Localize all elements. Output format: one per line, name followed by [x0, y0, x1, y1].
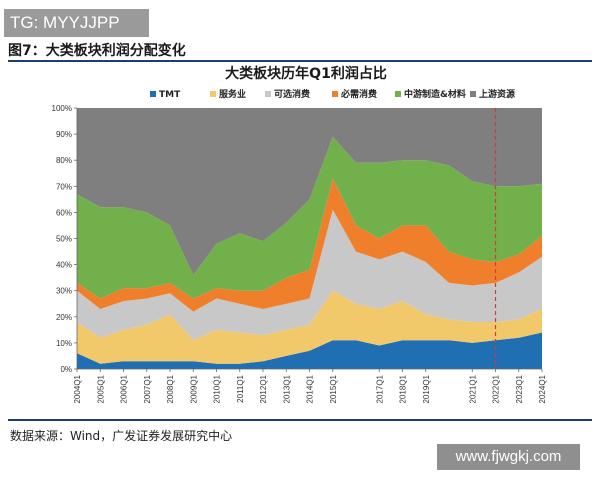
- legend-swatch-5: [470, 91, 476, 97]
- x-tick-label: 2009Q1: [189, 374, 198, 403]
- x-axis: 2004Q1 2005Q1 2006Q1 2007Q1 2008Q1 2009Q1 2010…: [73, 368, 547, 403]
- plot-area: [77, 108, 542, 369]
- area-series-5: [77, 108, 542, 275]
- source-note: 数据来源：Wind，广发证券发展研究中心: [10, 429, 233, 443]
- y-tick-label: 0%: [60, 365, 72, 374]
- x-tick-label: 2018Q1: [399, 374, 408, 403]
- x-tick-label: 2011Q1: [236, 374, 245, 402]
- legend-label-1: 服务业: [219, 88, 246, 100]
- legend-label-2: 可选消费: [274, 88, 310, 100]
- x-tick-label: 2006Q1: [120, 374, 129, 403]
- legend-swatch-2: [265, 91, 271, 97]
- stacked-area-chart: 大类板块历年Q1利润占比 TMT 服务业 可选消费 必需消费 中游制造&材料 上游资源 0…: [52, 65, 547, 403]
- legend-swatch-4: [395, 91, 401, 97]
- x-tick-label: 2010Q1: [213, 374, 222, 403]
- y-tick-label: 70%: [56, 182, 72, 191]
- legend-label-3: 必需消费: [340, 88, 377, 100]
- chart-legend: TMT 服务业 可选消费 必需消费 中游制造&材料 上游资源: [150, 88, 515, 100]
- x-tick-label: 2008Q1: [166, 374, 175, 403]
- y-tick-label: 40%: [56, 261, 72, 270]
- x-tick-label: 2013Q1: [282, 374, 291, 403]
- x-tick-label: 2004Q1: [73, 374, 82, 403]
- figure-title: 图7：大类板块利润分配变化: [8, 43, 186, 59]
- y-tick-label: 90%: [56, 130, 72, 139]
- watermark-top: TG: MYYJJPP: [4, 9, 149, 37]
- x-tick-label: 2007Q1: [143, 374, 152, 403]
- y-tick-label: 10%: [56, 339, 72, 348]
- x-tick-label: 2012Q1: [259, 374, 268, 403]
- y-tick-label: 100%: [52, 104, 72, 113]
- area-series-2: [77, 209, 542, 341]
- x-tick-label: 2022Q1: [492, 374, 501, 403]
- x-tick-label: 2021Q1: [468, 374, 477, 403]
- x-tick-label: 2024Q1: [538, 374, 547, 403]
- y-tick-label: 60%: [56, 208, 72, 217]
- y-axis: 0% 10% 20% 30% 40% 50% 60% 70% 80% 90% 100%: [52, 104, 78, 374]
- legend-label-0: TMT: [159, 90, 181, 100]
- watermark-bottom: www.fjwgkj.com: [437, 444, 580, 470]
- chart-title: 大类板块历年Q1利润占比: [225, 65, 387, 82]
- x-tick-label: 2005Q1: [96, 374, 105, 403]
- x-tick-label: 2014Q1: [306, 374, 315, 403]
- area-series-3: [77, 178, 542, 312]
- legend-swatch-3: [332, 91, 338, 97]
- x-tick-label: 2017Q1: [375, 374, 384, 403]
- legend-label-4: 中游制造&材料: [404, 88, 466, 100]
- legend-label-5: 上游资源: [479, 88, 515, 100]
- y-tick-label: 50%: [56, 235, 72, 244]
- legend-swatch-0: [150, 91, 156, 97]
- area-series-0: [77, 332, 542, 369]
- x-tick-label: 2023Q1: [515, 374, 524, 403]
- legend-swatch-1: [210, 91, 216, 97]
- y-tick-label: 20%: [56, 313, 72, 322]
- x-tick-label: 2015Q1: [329, 374, 338, 403]
- divider-bottom: [8, 419, 592, 421]
- area-series-1: [77, 290, 542, 364]
- y-tick-label: 30%: [56, 287, 72, 296]
- x-tick-label: 2019Q1: [422, 374, 431, 403]
- divider-top: [8, 60, 592, 62]
- area-series-4: [77, 136, 542, 299]
- y-tick-label: 80%: [56, 156, 72, 165]
